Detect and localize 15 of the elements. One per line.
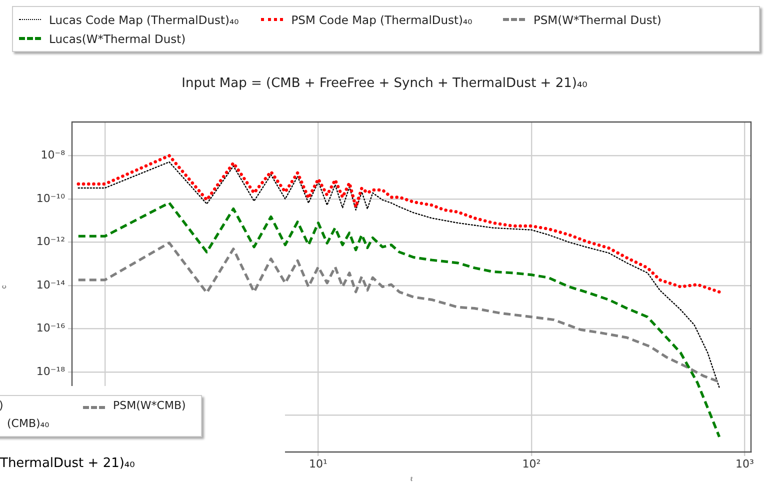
x-tick-label: 10²: [522, 457, 541, 470]
y-tick-label: 10⁻¹⁸: [36, 364, 66, 378]
legend-label: PSM(W*Thermal Dust): [533, 12, 662, 26]
legend-label: Lucas(W*Thermal Dust): [49, 32, 186, 46]
y-tick-label: 10⁻¹⁰: [36, 192, 66, 205]
chart-title: Input Map = (CMB + FreeFree + Synch + ThermalDust + 21)₄₀: [180, 76, 588, 91]
legend-label: PSM Code Map (ThermalDust)₄₀: [291, 12, 472, 26]
y-tick-label: 10⁻¹⁴: [36, 278, 66, 292]
annotation: PSM(W*CMB): [113, 399, 186, 412]
y-tick-label: 10⁻¹⁶: [36, 322, 66, 335]
x-tick-label: 10¹: [309, 457, 328, 470]
y-tick-label: 10⁻¹²: [36, 235, 65, 248]
legend-label: Lucas Code Map (ThermalDust)₄₀: [49, 12, 239, 26]
y-tick-label: 10⁻⁸: [40, 148, 66, 162]
x-tick-label: 10³: [736, 457, 754, 470]
